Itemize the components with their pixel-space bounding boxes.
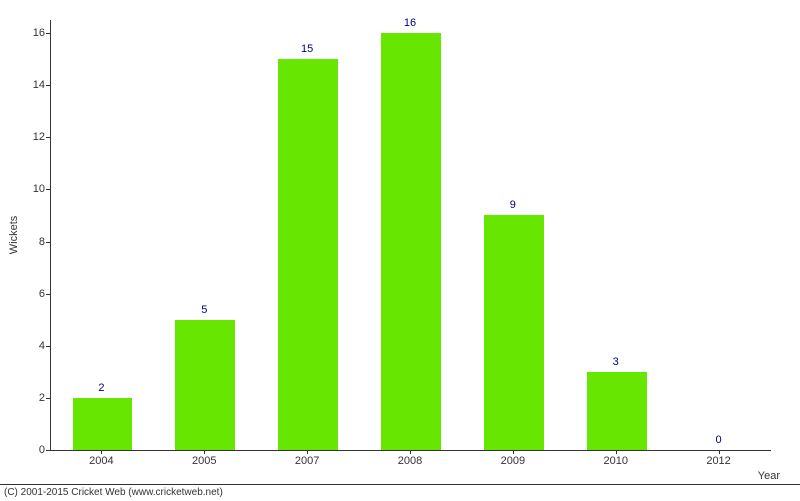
x-tick-label: 2005 xyxy=(192,455,216,467)
plot-area xyxy=(50,20,771,451)
bar-value-label: 2 xyxy=(98,382,104,398)
bar xyxy=(73,398,133,450)
x-tick xyxy=(719,450,720,454)
x-tick xyxy=(101,450,102,454)
bar xyxy=(484,215,544,450)
y-tick xyxy=(46,294,50,295)
y-tick xyxy=(46,137,50,138)
x-tick-label: 2004 xyxy=(89,455,113,467)
x-tick-label: 2012 xyxy=(706,455,730,467)
x-tick xyxy=(307,450,308,454)
y-tick-label: 8 xyxy=(5,236,45,248)
x-tick-label: 2009 xyxy=(501,455,525,467)
bar-value-label: 3 xyxy=(613,356,619,372)
copyright-footer: (C) 2001-2015 Cricket Web (www.cricketwe… xyxy=(0,484,800,500)
x-tick-label: 2007 xyxy=(295,455,319,467)
y-tick xyxy=(46,242,50,243)
chart-container: Wickets Year (C) 2001-2015 Cricket Web (… xyxy=(0,0,800,500)
bar-value-label: 0 xyxy=(716,434,722,450)
x-tick-label: 2008 xyxy=(398,455,422,467)
bar-value-label: 16 xyxy=(404,17,416,33)
x-tick-label: 2010 xyxy=(603,455,627,467)
x-tick xyxy=(513,450,514,454)
y-tick-label: 14 xyxy=(5,79,45,91)
bar-value-label: 9 xyxy=(510,199,516,215)
x-tick xyxy=(204,450,205,454)
y-tick-label: 10 xyxy=(5,183,45,195)
bar xyxy=(175,320,235,450)
bar xyxy=(381,33,441,450)
x-axis-title: Year xyxy=(758,470,780,482)
bar xyxy=(278,59,338,450)
y-tick-label: 0 xyxy=(5,444,45,456)
x-tick xyxy=(616,450,617,454)
bar-value-label: 5 xyxy=(201,304,207,320)
y-tick xyxy=(46,450,50,451)
y-tick-label: 16 xyxy=(5,27,45,39)
y-tick-label: 4 xyxy=(5,340,45,352)
bar-value-label: 15 xyxy=(301,43,313,59)
y-tick xyxy=(46,398,50,399)
y-tick xyxy=(46,189,50,190)
y-tick-label: 6 xyxy=(5,288,45,300)
y-tick-label: 12 xyxy=(5,131,45,143)
y-tick xyxy=(46,33,50,34)
y-tick-label: 2 xyxy=(5,392,45,404)
y-tick xyxy=(46,85,50,86)
x-tick xyxy=(410,450,411,454)
y-tick xyxy=(46,346,50,347)
bar xyxy=(587,372,647,450)
